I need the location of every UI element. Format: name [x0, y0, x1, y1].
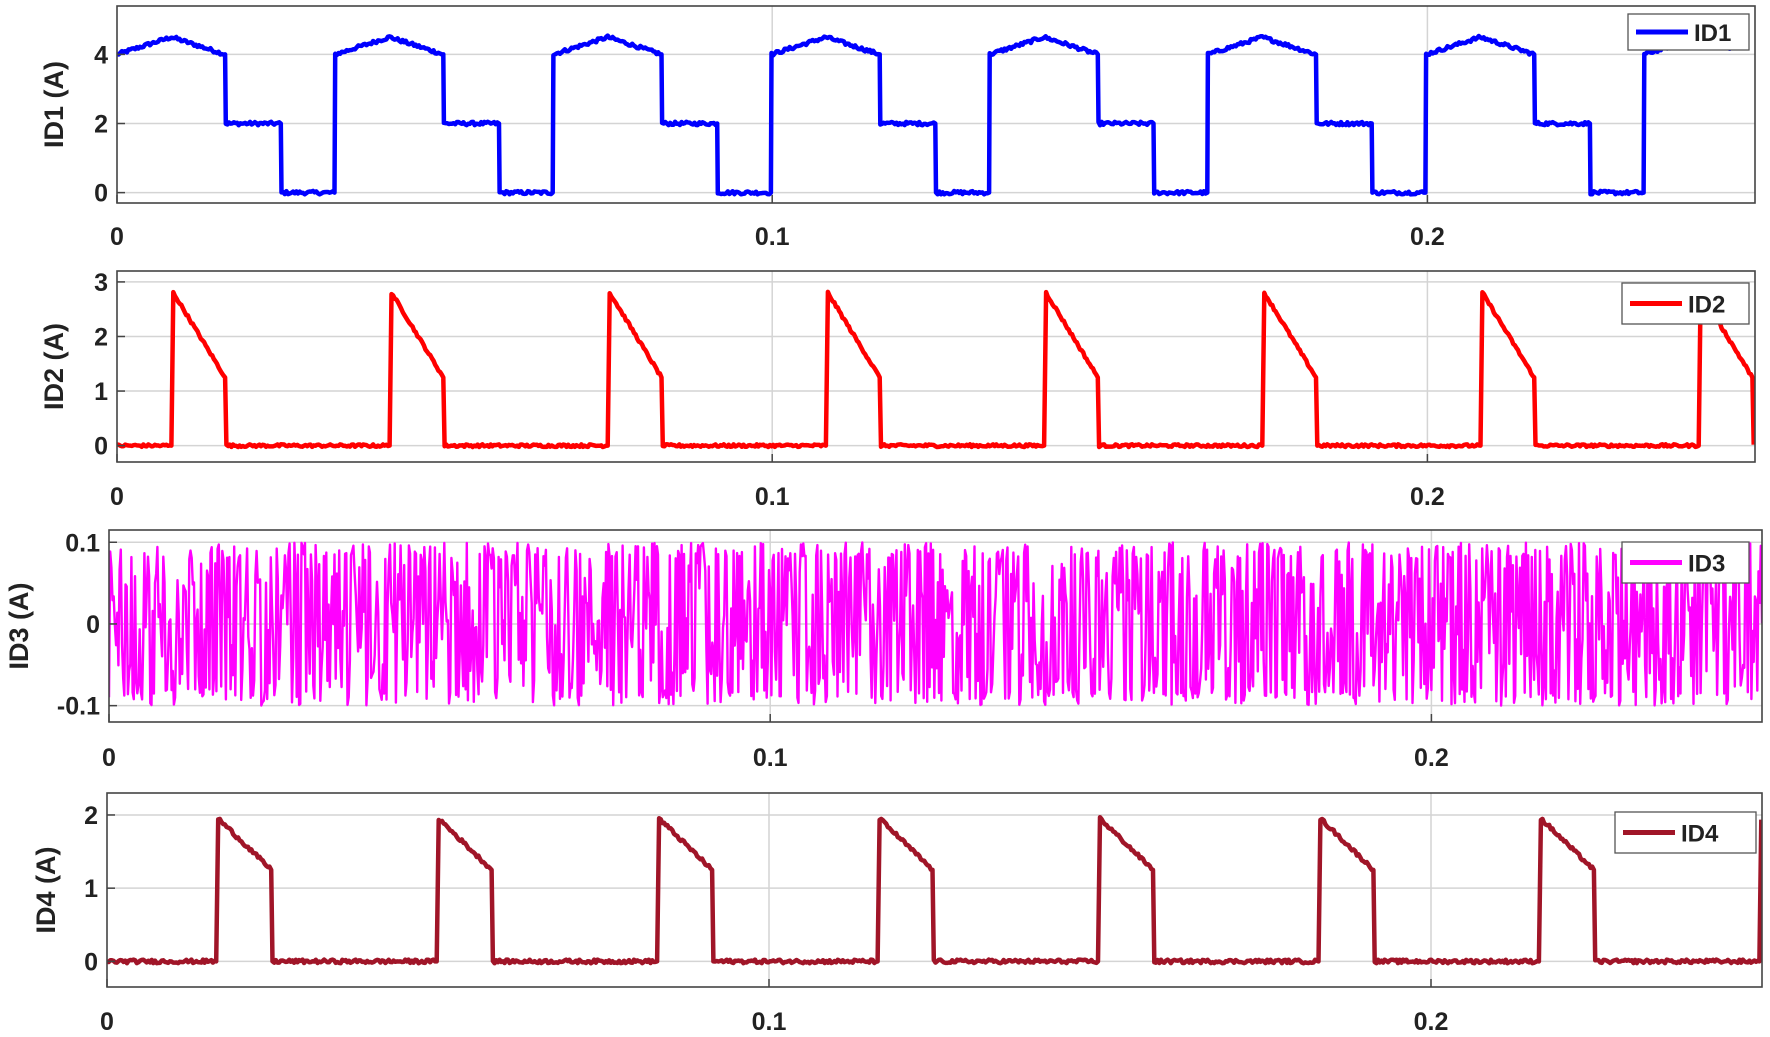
x-tick-label: 0 — [100, 1008, 114, 1036]
y-tick-label: 0 — [94, 180, 108, 208]
series-line-id2 — [117, 289, 1755, 450]
x-tick-label: 0.1 — [755, 223, 790, 251]
legend: ID3 — [1621, 541, 1750, 584]
x-tick-label: 0.2 — [1414, 744, 1449, 772]
legend-label: ID3 — [1688, 551, 1725, 578]
subplot-4: 0 1 2 0 0.1 0.2 ID4 (A) ID4 — [31, 792, 1763, 1036]
series-line-id4 — [107, 814, 1762, 966]
series-line-id3 — [109, 541, 1762, 707]
y-tick-label: -0.1 — [57, 693, 100, 721]
y-tick-label: 1 — [94, 378, 108, 406]
y-tick-label: 3 — [94, 269, 108, 297]
subplot-2: 0 1 2 3 0 0.1 0.2 ID2 (A) ID2 — [39, 269, 1756, 511]
legend: ID1 — [1627, 13, 1750, 51]
legend-label: ID4 — [1681, 821, 1719, 848]
y-tick-label: 4 — [94, 41, 108, 69]
y-axis-label: ID2 (A) — [39, 323, 69, 410]
x-tick-label: 0.2 — [1414, 1008, 1449, 1036]
y-tick-label: 0 — [84, 948, 98, 976]
legend-label: ID2 — [1688, 292, 1725, 319]
y-axis-label: ID4 (A) — [31, 847, 61, 934]
series-line-id1 — [117, 33, 1733, 197]
axes-frame — [108, 529, 1763, 723]
x-tick-label: 0.2 — [1410, 483, 1445, 511]
y-tick-label: 2 — [94, 111, 108, 139]
axes-frame — [116, 5, 1756, 204]
legend: ID4 — [1614, 811, 1757, 854]
y-axis-label: ID1 (A) — [39, 61, 69, 148]
y-tick-label: 0 — [94, 433, 108, 461]
x-tick-label: 0 — [110, 223, 124, 251]
x-tick-label: 0.1 — [753, 744, 788, 772]
y-tick-label: 0.1 — [65, 529, 100, 557]
legend: ID2 — [1621, 282, 1750, 325]
legend-box — [1621, 541, 1750, 584]
y-axis-label: ID3 (A) — [4, 583, 34, 670]
axes-frame — [106, 792, 1763, 988]
y-tick-label: 2 — [84, 802, 98, 830]
x-tick-label: 0.2 — [1410, 223, 1445, 251]
legend-label: ID1 — [1694, 20, 1731, 47]
axes-frame — [116, 270, 1756, 463]
y-tick-label: 0 — [86, 611, 100, 639]
y-tick-label: 1 — [84, 875, 98, 903]
x-tick-label: 0 — [110, 483, 124, 511]
y-tick-label: 2 — [94, 323, 108, 351]
subplot-1: 0 2 4 0 0.1 0.2 ID1 (A) ID1 — [39, 5, 1756, 251]
x-tick-label: 0 — [102, 744, 116, 772]
x-tick-label: 0.1 — [755, 483, 790, 511]
x-tick-label: 0.1 — [752, 1008, 787, 1036]
